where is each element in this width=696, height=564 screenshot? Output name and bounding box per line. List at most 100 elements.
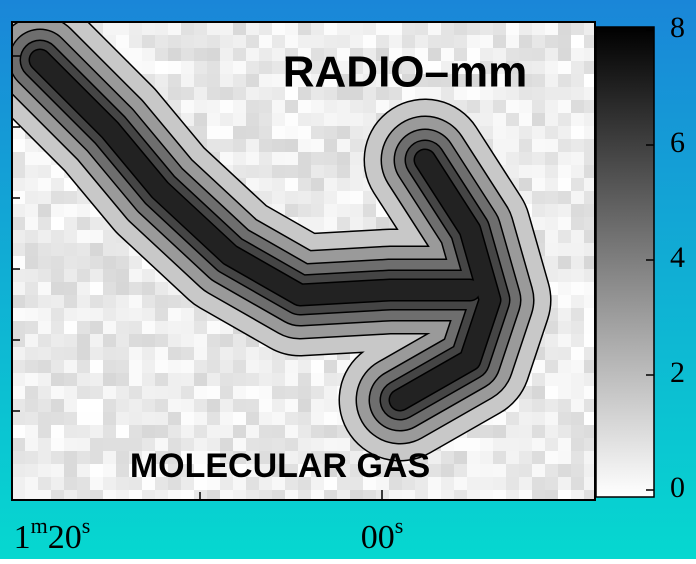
pixel (558, 373, 571, 386)
pixel (350, 165, 363, 178)
pixel (38, 165, 51, 178)
pixel (311, 165, 324, 178)
pixel (506, 412, 519, 425)
pixel (298, 100, 311, 113)
pixel (103, 282, 116, 295)
pixel (545, 191, 558, 204)
pixel (25, 217, 38, 230)
pixel (64, 451, 77, 464)
pixel (129, 256, 142, 269)
pixel (324, 22, 337, 35)
pixel (532, 178, 545, 191)
pixel (220, 48, 233, 61)
pixel (64, 204, 77, 217)
pixel (220, 113, 233, 126)
pixel (311, 412, 324, 425)
pixel (545, 334, 558, 347)
pixel (51, 282, 64, 295)
pixel (545, 360, 558, 373)
pixel (298, 399, 311, 412)
pixel (181, 399, 194, 412)
pixel (142, 48, 155, 61)
pixel (558, 360, 571, 373)
pixel (142, 35, 155, 48)
pixel (77, 438, 90, 451)
pixel (454, 22, 467, 35)
pixel (207, 360, 220, 373)
pixel (38, 360, 51, 373)
pixel (506, 139, 519, 152)
pixel (337, 22, 350, 35)
pixel (480, 451, 493, 464)
pixel (168, 295, 181, 308)
pixel (571, 399, 584, 412)
pixel (51, 373, 64, 386)
pixel (220, 74, 233, 87)
pixel (571, 282, 584, 295)
pixel (246, 22, 259, 35)
pixel (532, 165, 545, 178)
pixel (558, 438, 571, 451)
pixel (493, 477, 506, 490)
pixel (272, 178, 285, 191)
pixel (25, 269, 38, 282)
pixel (77, 282, 90, 295)
pixel (168, 35, 181, 48)
pixel (90, 295, 103, 308)
pixel (324, 100, 337, 113)
pixel (467, 464, 480, 477)
pixel (77, 373, 90, 386)
pixel (558, 334, 571, 347)
pixel (155, 321, 168, 334)
pixel (298, 126, 311, 139)
pixel (64, 308, 77, 321)
pixel (259, 22, 272, 35)
pixel (38, 243, 51, 256)
pixel (168, 386, 181, 399)
pixel (558, 282, 571, 295)
pixel (285, 373, 298, 386)
pixel (142, 399, 155, 412)
pixel (272, 386, 285, 399)
pixel (181, 48, 194, 61)
pixel (25, 399, 38, 412)
pixel (376, 22, 389, 35)
pixel (506, 22, 519, 35)
pixel (571, 373, 584, 386)
pixel (220, 22, 233, 35)
pixel (155, 412, 168, 425)
pixel (77, 230, 90, 243)
pixel (103, 334, 116, 347)
pixel (246, 165, 259, 178)
pixel (311, 425, 324, 438)
pixel (51, 204, 64, 217)
pixel (103, 464, 116, 477)
pixel (246, 113, 259, 126)
pixel (272, 360, 285, 373)
pixel (545, 204, 558, 217)
pixel (311, 217, 324, 230)
pixel (181, 347, 194, 360)
pixel (350, 178, 363, 191)
pixel (64, 438, 77, 451)
pixel (259, 61, 272, 74)
pixel (90, 425, 103, 438)
pixel (77, 425, 90, 438)
pixel (532, 61, 545, 74)
pixel (155, 74, 168, 87)
pixel (142, 295, 155, 308)
page: RADIO–mm MOLECULAR GAS 02468 1m20s 00s (… (0, 0, 696, 559)
pixel (467, 22, 480, 35)
pixel (233, 87, 246, 100)
pixel (207, 35, 220, 48)
pixel (571, 438, 584, 451)
pixel (402, 22, 415, 35)
pixel (155, 399, 168, 412)
pixel (519, 438, 532, 451)
pixel (545, 74, 558, 87)
pixel (298, 113, 311, 126)
pixel (233, 139, 246, 152)
pixel (324, 191, 337, 204)
pixel (103, 321, 116, 334)
pixel (311, 22, 324, 35)
